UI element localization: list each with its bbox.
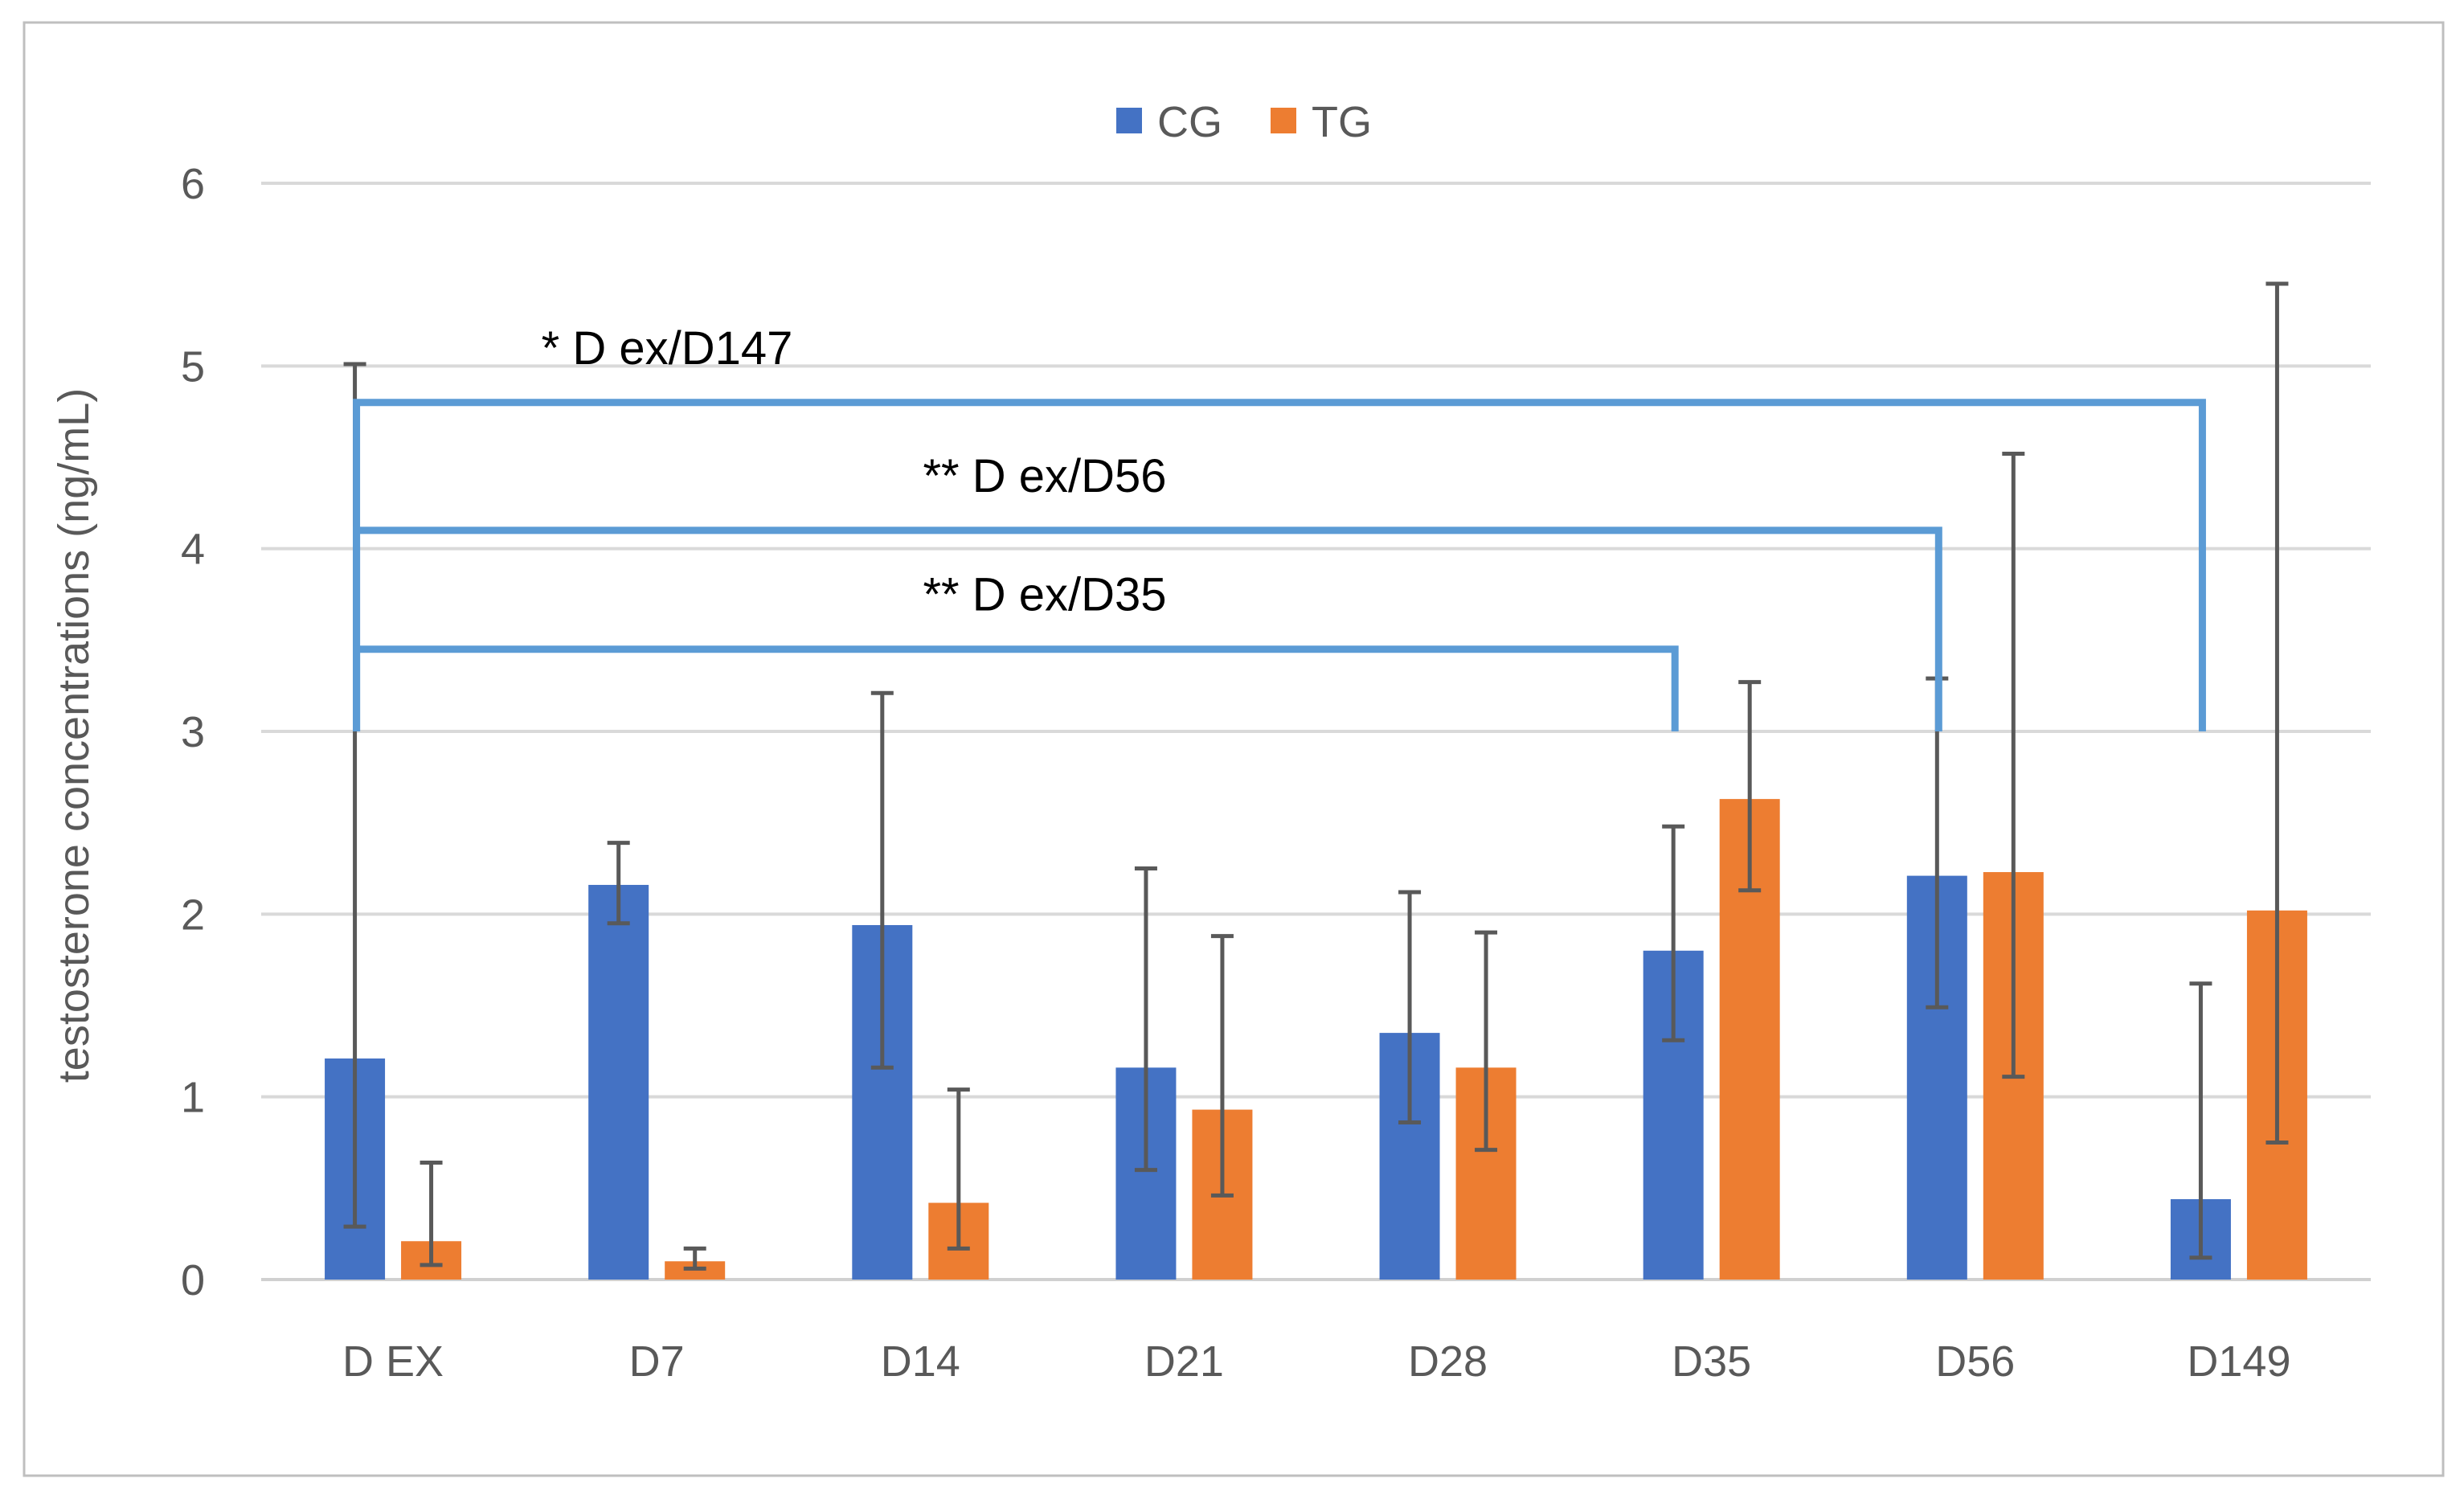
bracket-3: ** D ex/D35 (353, 569, 1679, 731)
legend-label-cg: CG (1157, 98, 1222, 146)
x-tick-label-d21: D21 (1144, 1337, 1224, 1386)
x-tick-label-d149: D149 (2187, 1337, 2290, 1386)
legend: CG TG (1116, 98, 1372, 146)
error-bar-tg-d-ex (420, 1161, 443, 1268)
error-bar-tg-d7 (683, 1246, 706, 1271)
legend-swatch-cg (1116, 108, 1142, 133)
y-tick-label-6: 6 (181, 160, 205, 208)
error-bar-cg-d35 (1662, 824, 1685, 1042)
bracket-2-label: ** D ex/D56 (923, 450, 1166, 502)
error-bar-tg-d21 (1210, 934, 1234, 1198)
x-tick-label-d14: D14 (881, 1337, 960, 1386)
bracket-2-line (353, 526, 1942, 731)
x-tick-label-d35: D35 (1672, 1337, 1751, 1386)
error-bar-tg-d14 (947, 1087, 970, 1251)
error-bar-cg-d21 (1134, 866, 1157, 1173)
y-tick-label-1: 1 (181, 1074, 205, 1122)
error-bar-cg-d28 (1398, 890, 1422, 1124)
y-axis-label: testosterone concentrations (ng/mL) (50, 388, 98, 1083)
y-tick-label-2: 2 (181, 891, 205, 939)
error-bar-cg-d149 (2189, 981, 2212, 1260)
y-axis-ticks: 0 1 2 3 4 5 6 (181, 160, 205, 1304)
bracket-2: ** D ex/D56 (353, 450, 1942, 731)
x-tick-label-d28: D28 (1408, 1337, 1488, 1386)
error-bar-tg-d149 (2265, 281, 2289, 1145)
legend-label-tg: TG (1312, 98, 1372, 146)
y-tick-label-0: 0 (181, 1256, 205, 1304)
x-tick-label-d56: D56 (1935, 1337, 2015, 1386)
error-bar-tg-d56 (2002, 451, 2025, 1079)
error-bar-tg-d28 (1475, 930, 1498, 1153)
error-bar-tg-d35 (1738, 680, 1762, 893)
bracket-1-label: * D ex/D147 (542, 322, 793, 375)
bracket-3-line (353, 645, 1679, 731)
legend-swatch-tg (1271, 108, 1296, 133)
y-tick-label-3: 3 (181, 708, 205, 756)
x-tick-label-d-ex: D EX (342, 1337, 444, 1386)
error-bar-cg-d14 (870, 690, 894, 1070)
error-bar-cg-d7 (607, 841, 630, 926)
x-tick-label-d7: D7 (629, 1337, 685, 1386)
bracket-3-label: ** D ex/D35 (923, 569, 1166, 621)
x-axis-ticks: D EX D7 D14 D21 D28 D35 D56 D149 (342, 1337, 2290, 1386)
y-tick-label-4: 4 (181, 526, 205, 574)
bar-cg-d7 (588, 884, 649, 1280)
y-tick-label-5: 5 (181, 342, 205, 391)
significance-brackets: * D ex/D147 ** D ex/D56 ** D ex/D35 (353, 322, 2206, 731)
